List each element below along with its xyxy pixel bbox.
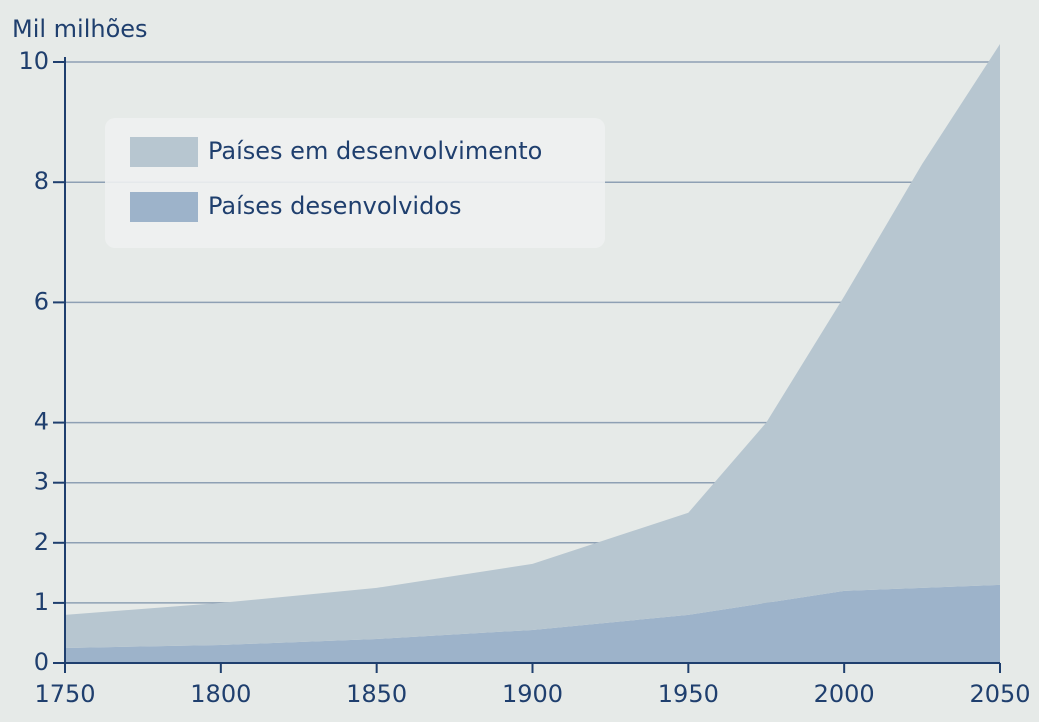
x-tick-label: 1800 (190, 680, 251, 708)
y-tick-label: 10 (18, 47, 49, 75)
legend-label: Países em desenvolvimento (208, 137, 542, 165)
y-tick-label: 6 (34, 287, 49, 315)
legend-swatch (130, 192, 198, 222)
legend-swatch (130, 137, 198, 167)
y-tick-label: 0 (34, 648, 49, 676)
y-axis-label: Mil milhões (12, 15, 148, 43)
y-tick-label: 8 (34, 167, 49, 195)
y-tick-label: 3 (34, 468, 49, 496)
y-tick-label: 2 (34, 528, 49, 556)
legend-label: Países desenvolvidos (208, 192, 462, 220)
chart: Mil milhões 0 1 2 3 4 6 8 10 1750 1800 1850 1900 195… (0, 0, 1039, 722)
x-tick-label: 2000 (814, 680, 875, 708)
y-tick-label: 1 (34, 588, 49, 616)
x-tick-label: 1950 (658, 680, 719, 708)
legend: Países desenvolvidos Países em desenvolvi… (105, 118, 605, 248)
x-tick-label: 1750 (34, 680, 95, 708)
y-tick-label: 4 (34, 408, 49, 436)
x-tick-label: 1900 (502, 680, 563, 708)
x-tick-label: 1850 (346, 680, 407, 708)
x-tick-label: 2050 (969, 680, 1030, 708)
